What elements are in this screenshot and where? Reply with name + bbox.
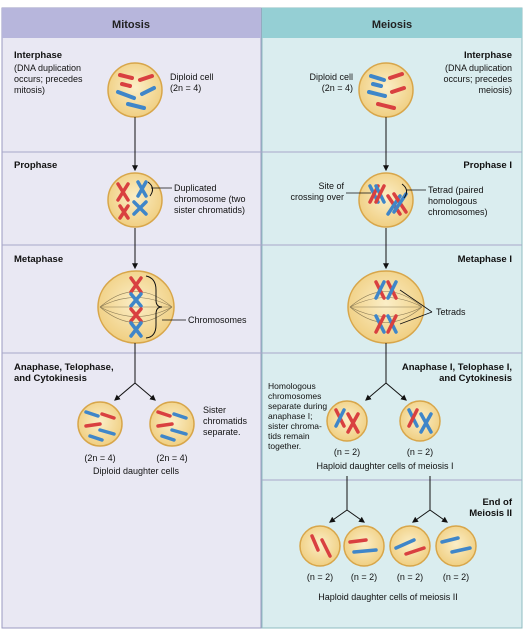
meiosis-interphase-cell [358, 62, 414, 118]
meiosis-arrow-5b [429, 509, 448, 523]
mitosis-title: Mitosis [112, 19, 150, 31]
meiosis-tetrad-line-3: chromosomes) [428, 207, 488, 217]
meiosis-final-cell-b [343, 525, 385, 567]
mitosis-arrow-3b [134, 382, 156, 401]
meiosis-anaphase-line-2: and Cytokinesis [439, 373, 512, 384]
meiosis-title: Meiosis [372, 19, 412, 31]
meiosis-prophase-title: Prophase I [463, 160, 512, 171]
mitosis-daughter-cell-left [77, 401, 123, 447]
mitosis-anaphase-line-2: and Cytokinesis [14, 373, 87, 384]
meiosis-diploid-ploidy: (2n = 4) [322, 83, 353, 93]
mitosis-duplicated-line-1: Duplicated [174, 183, 217, 193]
mitosis-arrow-3a [114, 382, 136, 401]
meiosis-interphase-line-1: (DNA duplication [445, 63, 512, 73]
mitosis-metaphase-title: Metaphase [14, 254, 63, 265]
meiosis-interphase-line-2: occurs; precedes [443, 74, 512, 84]
meiosis-end-line-1: End of [482, 497, 512, 508]
meiosis-metaphase-cell [347, 270, 425, 344]
meiosis-homologous-line-5: sister chroma- [268, 421, 322, 431]
mitosis-chromosomes-label: Chromosomes [188, 315, 247, 325]
meiosis-tetrads-leader-1 [399, 289, 433, 313]
meiosis-arrow-5a [412, 509, 431, 523]
meiosis-ploidy-a: (n = 2) [307, 572, 333, 582]
mitosis-header [2, 8, 261, 38]
meiosis-daughter-cell-1 [326, 400, 368, 442]
meiosis-tetrads-leader-2 [399, 311, 433, 325]
mitosis-prophase-title: Prophase [14, 160, 57, 171]
meiosis-anaphase-line-1: Anaphase I, Telophase I, [402, 362, 512, 373]
meiosis-arrow-3b [385, 382, 407, 401]
meiosis-homologous-line-7: together. [268, 441, 301, 451]
meiosis-ploidy-d: (n = 2) [443, 572, 469, 582]
meiosis-homologous-line-2: chromosomes [268, 391, 321, 401]
meiosis-final-cell-c [389, 525, 431, 567]
mitosis-ploidy-right: (2n = 4) [156, 453, 187, 463]
mitosis-diploid-ploidy: (2n = 4) [170, 83, 201, 93]
meiosis-diploid-label: Diploid cell [309, 72, 353, 82]
meiosis-final-cell-a [299, 525, 341, 567]
meiosis-ploidy-c: (n = 2) [397, 572, 423, 582]
meiosis-crossing-line-1: Site of [318, 181, 344, 191]
meiosis-final-cell-d [435, 525, 477, 567]
mitosis-duplicated-line-2: chromosome (two [174, 194, 246, 204]
mitosis-ploidy-left: (2n = 4) [84, 453, 115, 463]
mitosis-diploid-label: Diploid cell [170, 72, 214, 82]
mitosis-duplicated-line-3: sister chromatids) [174, 205, 245, 215]
meiosis-crossing-line-2: crossing over [290, 192, 344, 202]
mitosis-metaphase-cell [97, 270, 175, 344]
meiosis-caption-1: Haploid daughter cells of meiosis I [316, 461, 453, 471]
mitosis-caption: Diploid daughter cells [93, 466, 180, 476]
mitosis-interphase-cell [107, 62, 163, 118]
meiosis-interphase-title: Interphase [464, 50, 512, 61]
meiosis-daughter-cell-2 [399, 400, 441, 442]
mitosis-sister-line-2: chromatids [203, 416, 248, 426]
meiosis-tetrad-line-1: Tetrad (paired [428, 185, 484, 195]
meiosis-end-line-2: Meiosis II [469, 508, 512, 519]
meiosis-arrow-4b [346, 509, 365, 523]
meiosis-tetrad-bracket [401, 183, 408, 199]
mitosis-interphase-title: Interphase [14, 50, 62, 61]
mitosis-metaphase-brace [145, 275, 163, 339]
meiosis-ploidy-2: (n = 2) [407, 447, 433, 457]
meiosis-ploidy-b: (n = 2) [351, 572, 377, 582]
meiosis-arrow-4a [329, 509, 348, 523]
mitosis-interphase-line-3: mitosis) [14, 85, 45, 95]
meiosis-caption-2: Haploid daughter cells of meiosis II [318, 592, 458, 602]
meiosis-interphase-line-3: meiosis) [478, 85, 512, 95]
meiosis-homologous-line-1: Homologous [268, 381, 316, 391]
mitosis-prophase-bracket [147, 181, 154, 197]
meiosis-homologous-line-3: separate during [268, 401, 327, 411]
mitosis-interphase-line-2: occurs; precedes [14, 74, 83, 84]
meiosis-ploidy-1: (n = 2) [334, 447, 360, 457]
meiosis-metaphase-title: Metaphase I [458, 254, 512, 265]
meiosis-homologous-line-6: tids remain [268, 431, 310, 441]
mitosis-daughter-cell-right [149, 401, 195, 447]
mitosis-interphase-line-1: (DNA duplication [14, 63, 81, 73]
mitosis-sister-line-3: separate. [203, 427, 241, 437]
meiosis-arrow-3a [365, 382, 387, 401]
mitosis-sister-line-1: Sister [203, 405, 226, 415]
mitosis-prophase-cell [107, 172, 163, 228]
meiosis-header [262, 8, 522, 38]
mitosis-anaphase-line-1: Anaphase, Telophase, [14, 362, 114, 373]
meiosis-tetrads-label: Tetrads [436, 307, 466, 317]
meiosis-prophase-cell [358, 172, 414, 228]
meiosis-tetrad-line-2: homologous [428, 196, 478, 206]
meiosis-homologous-line-4: anaphase I; [268, 411, 312, 421]
row-dividers [2, 151, 522, 481]
